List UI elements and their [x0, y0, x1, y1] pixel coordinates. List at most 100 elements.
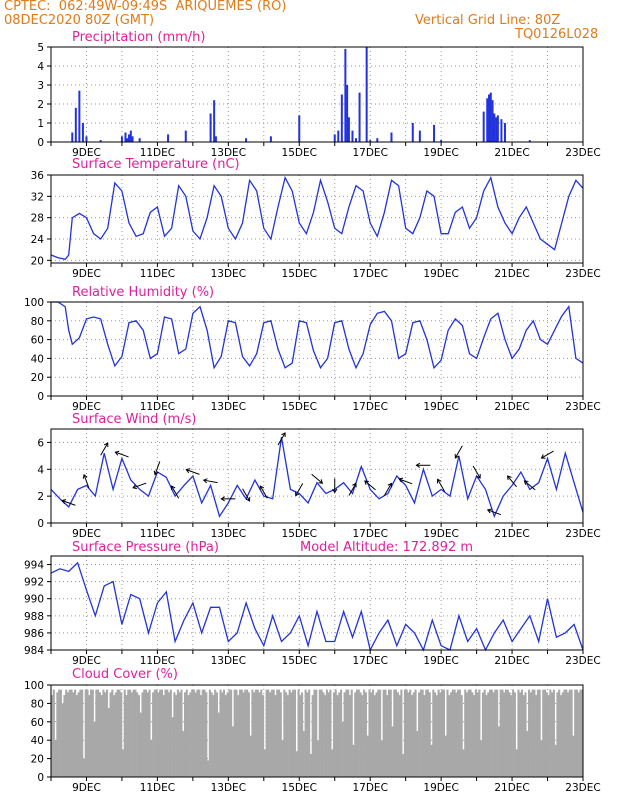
y-tick-label: 0 — [37, 391, 44, 403]
y-tick-label: 2 — [37, 99, 44, 111]
y-tick-label: 28 — [31, 213, 44, 225]
precipitation-bar — [333, 134, 336, 142]
cloud-cover-bar — [157, 692, 160, 777]
cloud-cover-bar — [212, 695, 215, 777]
wind-arrow-head — [364, 480, 369, 485]
y-tick-label: 988 — [24, 611, 44, 623]
cloud-cover-bar — [561, 692, 564, 777]
cloud-cover-bar — [301, 692, 304, 777]
cloud-cover-bar — [54, 740, 57, 777]
cloud-cover-bar — [97, 689, 100, 777]
cloud-cover-bar — [315, 689, 318, 777]
precipitation-bar — [351, 130, 354, 142]
y-tick-label: 4 — [37, 464, 44, 476]
precipitation-bar — [81, 123, 84, 142]
cloud-cover-bar — [272, 689, 275, 777]
cloud-cover-bar — [496, 689, 499, 777]
cloud-cover-bar — [538, 689, 541, 777]
y-tick-label: 6 — [37, 437, 44, 449]
cloud-cover-bar — [380, 740, 383, 777]
x-tick-label: 21DEC — [494, 268, 529, 280]
cloud-cover-bar — [473, 695, 476, 777]
wind-arrow-head — [295, 491, 300, 497]
cloud-cover-bar — [171, 717, 174, 777]
cloud-cover-bar — [107, 708, 110, 777]
cloud-cover-bar — [332, 692, 336, 777]
wind-arrow — [132, 482, 147, 489]
y-tick-label: 990 — [24, 594, 44, 606]
panel-title: Surface Pressure (hPa) — [72, 540, 219, 555]
cloud-cover-bar — [70, 689, 73, 777]
cloud-cover-bar — [384, 689, 387, 777]
wind-arrow-head — [114, 450, 120, 456]
cloud-cover-bar — [277, 689, 281, 777]
precipitation-bar — [496, 115, 499, 142]
cloud-cover-bar — [286, 695, 289, 777]
cloud-cover-bar — [68, 689, 71, 777]
cloud-cover-bar — [313, 689, 316, 777]
cloud-cover-bar — [432, 689, 435, 777]
x-tick-label: 17DEC — [352, 401, 387, 413]
cloud-cover-bar — [386, 695, 389, 777]
cloud-cover-bar — [382, 689, 385, 777]
cloud-cover-bar — [389, 689, 392, 777]
precipitation-bar — [489, 92, 492, 142]
cloud-cover-bar — [125, 695, 128, 777]
cloud-cover-bar — [130, 692, 133, 777]
cloud-cover-bar — [379, 689, 382, 777]
cloud-cover-bar — [311, 695, 314, 777]
cloud-cover-bar — [451, 689, 454, 777]
cloud-cover-bar — [407, 692, 410, 777]
precipitation-bar — [298, 115, 301, 142]
wind-arrow-head — [245, 496, 251, 502]
cloud-cover-bar — [414, 689, 417, 777]
cloud-cover-bar — [565, 689, 568, 777]
precipitation-bar — [365, 47, 368, 142]
cloud-cover-bar — [116, 689, 119, 777]
cloud-cover-bar — [574, 689, 577, 777]
x-tick-label: 11DEC — [140, 268, 175, 280]
cloud-cover-bar — [194, 692, 197, 777]
wind-arrow — [259, 485, 268, 499]
precipitation-bar — [495, 117, 498, 142]
wind-arrow-head — [540, 454, 546, 459]
cloud-cover-bar — [425, 689, 428, 777]
cloud-cover-bar — [102, 689, 105, 777]
cloud-cover-bar — [329, 689, 332, 777]
cloud-cover-bar — [531, 689, 534, 777]
y-tick-label: 80 — [31, 316, 44, 328]
x-tick-label: 21DEC — [494, 401, 529, 413]
cloud-cover-bar — [199, 695, 203, 777]
header-line2-left: 08DEC2020 80Z (GMT) — [4, 13, 155, 28]
wind-arrow — [454, 445, 463, 459]
cloud-cover-bar — [515, 749, 518, 777]
cloud-cover-bar — [221, 692, 224, 777]
cloud-cover-bar — [568, 689, 571, 777]
cloud-cover-bar — [152, 692, 155, 777]
series-line — [50, 175, 584, 261]
precipitation-bar — [491, 100, 494, 142]
cloud-cover-bar — [247, 692, 250, 777]
wind-arrow-head — [103, 442, 109, 448]
cloud-cover-bar — [395, 689, 398, 777]
cloud-cover-bar — [499, 689, 502, 777]
cloud-cover-bar — [75, 695, 78, 777]
wind-arrow — [186, 469, 200, 475]
cloud-cover-bar — [63, 695, 66, 777]
cloud-cover-bar — [545, 692, 548, 777]
x-tick-label: 11DEC — [140, 528, 175, 540]
cloud-cover-bar — [184, 692, 187, 777]
precipitation-bar — [85, 136, 88, 142]
cloud-cover-bar — [79, 689, 82, 777]
cloud-cover-bar — [419, 689, 422, 777]
x-tick-label: 23DEC — [565, 147, 600, 159]
cloud-cover-bar — [416, 731, 419, 777]
precipitation-bar — [482, 111, 485, 142]
x-tick-label: 11DEC — [140, 655, 175, 667]
x-tick-label: 17DEC — [352, 147, 387, 159]
panel-title: Relative Humidity (%) — [72, 285, 214, 300]
x-tick-label: 13DEC — [211, 655, 246, 667]
wind-arrow — [83, 474, 90, 489]
x-tick-label: 21DEC — [494, 782, 529, 794]
cloud-cover-bar — [501, 689, 504, 777]
